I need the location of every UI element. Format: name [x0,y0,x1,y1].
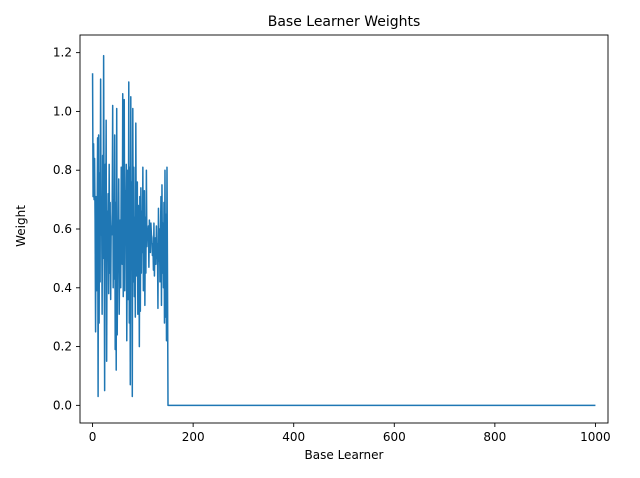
y-axis-title: Weight [14,205,28,247]
x-tick-label: 400 [282,430,305,444]
x-tick-label: 200 [182,430,205,444]
y-tick-label: 1.0 [53,104,72,118]
y-tick-label: 0.2 [53,340,72,354]
plot-area [91,54,596,407]
chart-title: Base Learner Weights [268,14,421,30]
series-line-0 [91,54,596,407]
x-tick-label: 1000 [580,430,611,444]
x-tick-label: 800 [483,430,506,444]
y-tick-label: 0.8 [53,163,72,177]
y-tick-label: 1.2 [53,46,72,60]
y-tick-label: 0.6 [53,222,72,236]
y-tick-label: 0.4 [53,281,72,295]
x-axis-title: Base Learner [305,448,384,462]
x-tick-label: 600 [383,430,406,444]
axes: 0 200 400 600 800 1000 0.0 0.2 0.4 0.6 0.8 1.0 1.2 [53,34,611,444]
x-tick-label: 0 [89,430,97,444]
y-tick-label: 0.0 [53,398,72,412]
